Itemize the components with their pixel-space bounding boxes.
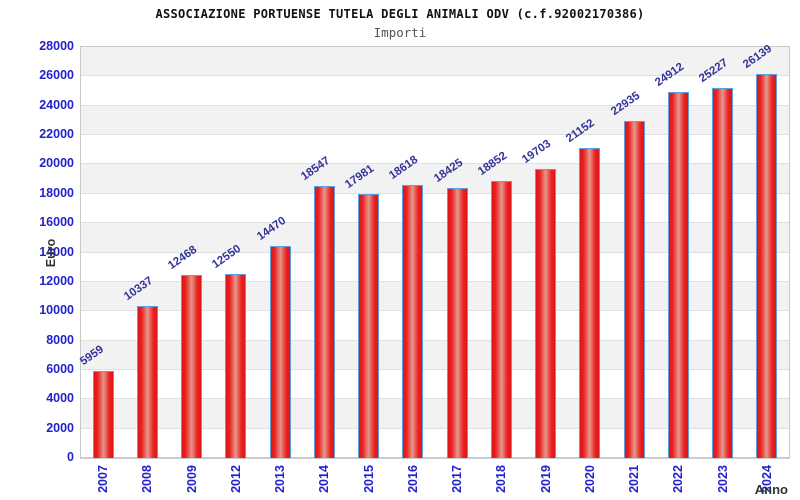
gridline	[81, 280, 789, 282]
x-tick-label: 2019	[538, 465, 553, 493]
plot-band	[81, 47, 789, 77]
y-tick-label: 18000	[39, 185, 74, 200]
gridline	[81, 222, 789, 224]
y-tick-label: 2000	[46, 420, 74, 435]
gridline	[81, 427, 789, 429]
bar-2022	[667, 92, 689, 458]
x-tick-label: 2016	[405, 465, 420, 493]
y-tick-label: 20000	[39, 156, 74, 171]
x-tick-label: 2022	[671, 465, 686, 493]
x-tick-label: 2012	[228, 465, 243, 493]
bar-2009	[181, 275, 203, 458]
bar-2016	[402, 184, 424, 458]
bar-2014	[313, 185, 335, 458]
x-tick-label: 2023	[715, 465, 730, 493]
x-axis-title: Anno	[754, 482, 788, 497]
y-tick-label: 8000	[46, 332, 74, 347]
x-tick-label: 2007	[96, 465, 111, 493]
bar-2018	[490, 181, 512, 458]
y-tick-label: 26000	[39, 68, 74, 83]
x-tick-label: 2013	[273, 465, 288, 493]
bar-2017	[446, 187, 468, 458]
gridline	[81, 192, 789, 194]
y-tick-label: 6000	[46, 361, 74, 376]
bar-2012	[225, 273, 247, 458]
chart-title: ASSOCIAZIONE PORTUENSE TUTELA DEGLI ANIM…	[155, 7, 645, 21]
x-tick-label: 2015	[361, 465, 376, 493]
bar-2013	[269, 245, 291, 458]
plot-area: 5959 10337 12468 12550 14470 18547 17981 18618 1…	[78, 43, 790, 459]
x-tick-label: 2020	[582, 465, 597, 493]
gridline	[81, 368, 789, 370]
y-tick-label: 16000	[39, 215, 74, 230]
bar-2023	[712, 87, 734, 458]
gridline	[81, 251, 789, 253]
y-tick-label: 24000	[39, 97, 74, 112]
y-tick-label: 12000	[39, 273, 74, 288]
y-tick-label: 28000	[39, 39, 74, 53]
gridline	[81, 104, 789, 106]
gridline	[81, 310, 789, 312]
x-tick-label: 2021	[627, 465, 642, 493]
gridline	[81, 339, 789, 341]
y-axis-title: Euro	[44, 238, 58, 268]
gridline	[81, 398, 789, 400]
gridline	[81, 75, 789, 77]
x-axis-line	[81, 457, 789, 459]
bar-2007	[92, 370, 114, 458]
y-tick-label: 22000	[39, 127, 74, 142]
gridline	[81, 134, 789, 136]
y-tick-label: 10000	[39, 303, 74, 318]
chart-subtitle: Importi	[373, 25, 427, 40]
bar-2020	[579, 147, 601, 458]
x-tick-label: 2009	[184, 465, 199, 493]
bar-2021	[623, 121, 645, 458]
x-tick-label: 2014	[317, 465, 332, 493]
x-tick-label: 2017	[450, 465, 465, 493]
x-tick-label: 2018	[494, 465, 509, 493]
bar-2019	[535, 168, 557, 458]
gridline	[81, 163, 789, 165]
bar-2008	[136, 306, 158, 458]
bar-2024	[756, 74, 778, 458]
y-tick-label: 0	[67, 450, 74, 464]
bar-2015	[358, 194, 380, 458]
x-tick-label: 2008	[140, 465, 155, 493]
y-tick-label: 4000	[46, 391, 74, 406]
y-tick-label: 14000	[39, 244, 74, 259]
